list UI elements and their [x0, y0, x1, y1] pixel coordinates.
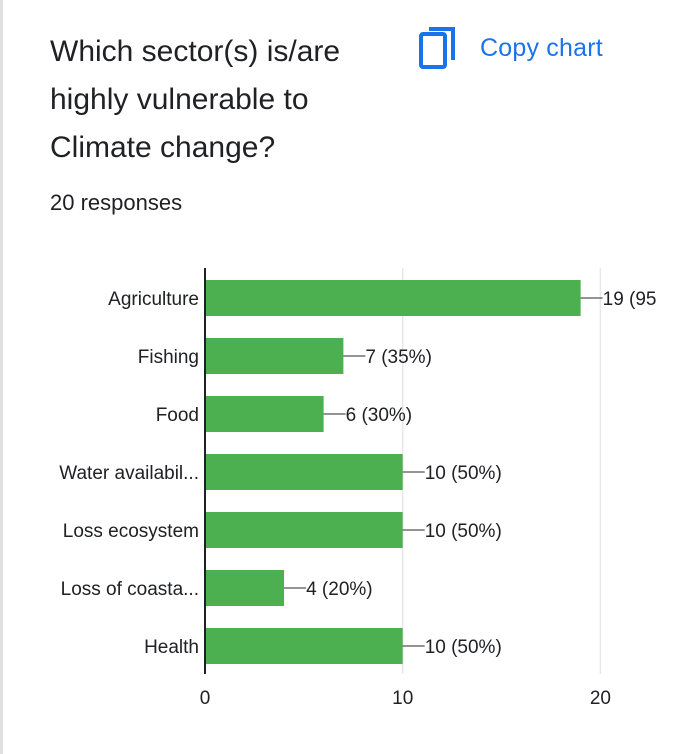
value-label: 10 (50%)	[425, 637, 502, 658]
value-label: 10 (50%)	[425, 521, 502, 542]
bar	[205, 396, 324, 432]
bars	[205, 280, 581, 664]
x-tick-label: 10	[392, 688, 413, 709]
category-label: Loss of coasta...	[61, 579, 199, 600]
value-label: 6 (30%)	[346, 405, 413, 426]
bar	[205, 570, 285, 606]
copy-chart-label: Copy chart	[480, 33, 603, 62]
value-label: 7 (35%)	[365, 347, 432, 368]
bar	[205, 454, 403, 490]
value-label: 19 (95	[603, 289, 657, 310]
category-label: Health	[144, 637, 199, 658]
category-label: Water availabil...	[59, 463, 199, 484]
question-title: Which sector(s) is/are highly vulnerable…	[50, 35, 341, 164]
labels: 0 10 20 Agriculture 19 (95 Fishing 7 (35%) Food…	[59, 289, 656, 709]
left-edge-line	[0, 0, 3, 754]
value-label: 10 (50%)	[425, 463, 502, 484]
category-label: Fishing	[138, 347, 199, 368]
copy-chart-button[interactable]: Copy chart	[418, 26, 603, 70]
copy-icon	[419, 27, 455, 69]
value-label: 4 (20%)	[306, 579, 373, 600]
category-label: Agriculture	[108, 289, 199, 310]
bar-chart: 0 10 20 Agriculture 19 (95 Fishing 7 (35%) Food…	[59, 268, 657, 709]
bar	[205, 280, 581, 316]
response-count: 20 responses	[50, 190, 183, 215]
x-tick-label: 20	[590, 688, 611, 709]
category-label: Loss ecosystem	[63, 521, 199, 542]
bar	[205, 338, 344, 374]
bar	[205, 628, 403, 664]
x-tick-label: 0	[200, 688, 211, 709]
bar	[205, 512, 403, 548]
category-label: Food	[156, 405, 199, 426]
